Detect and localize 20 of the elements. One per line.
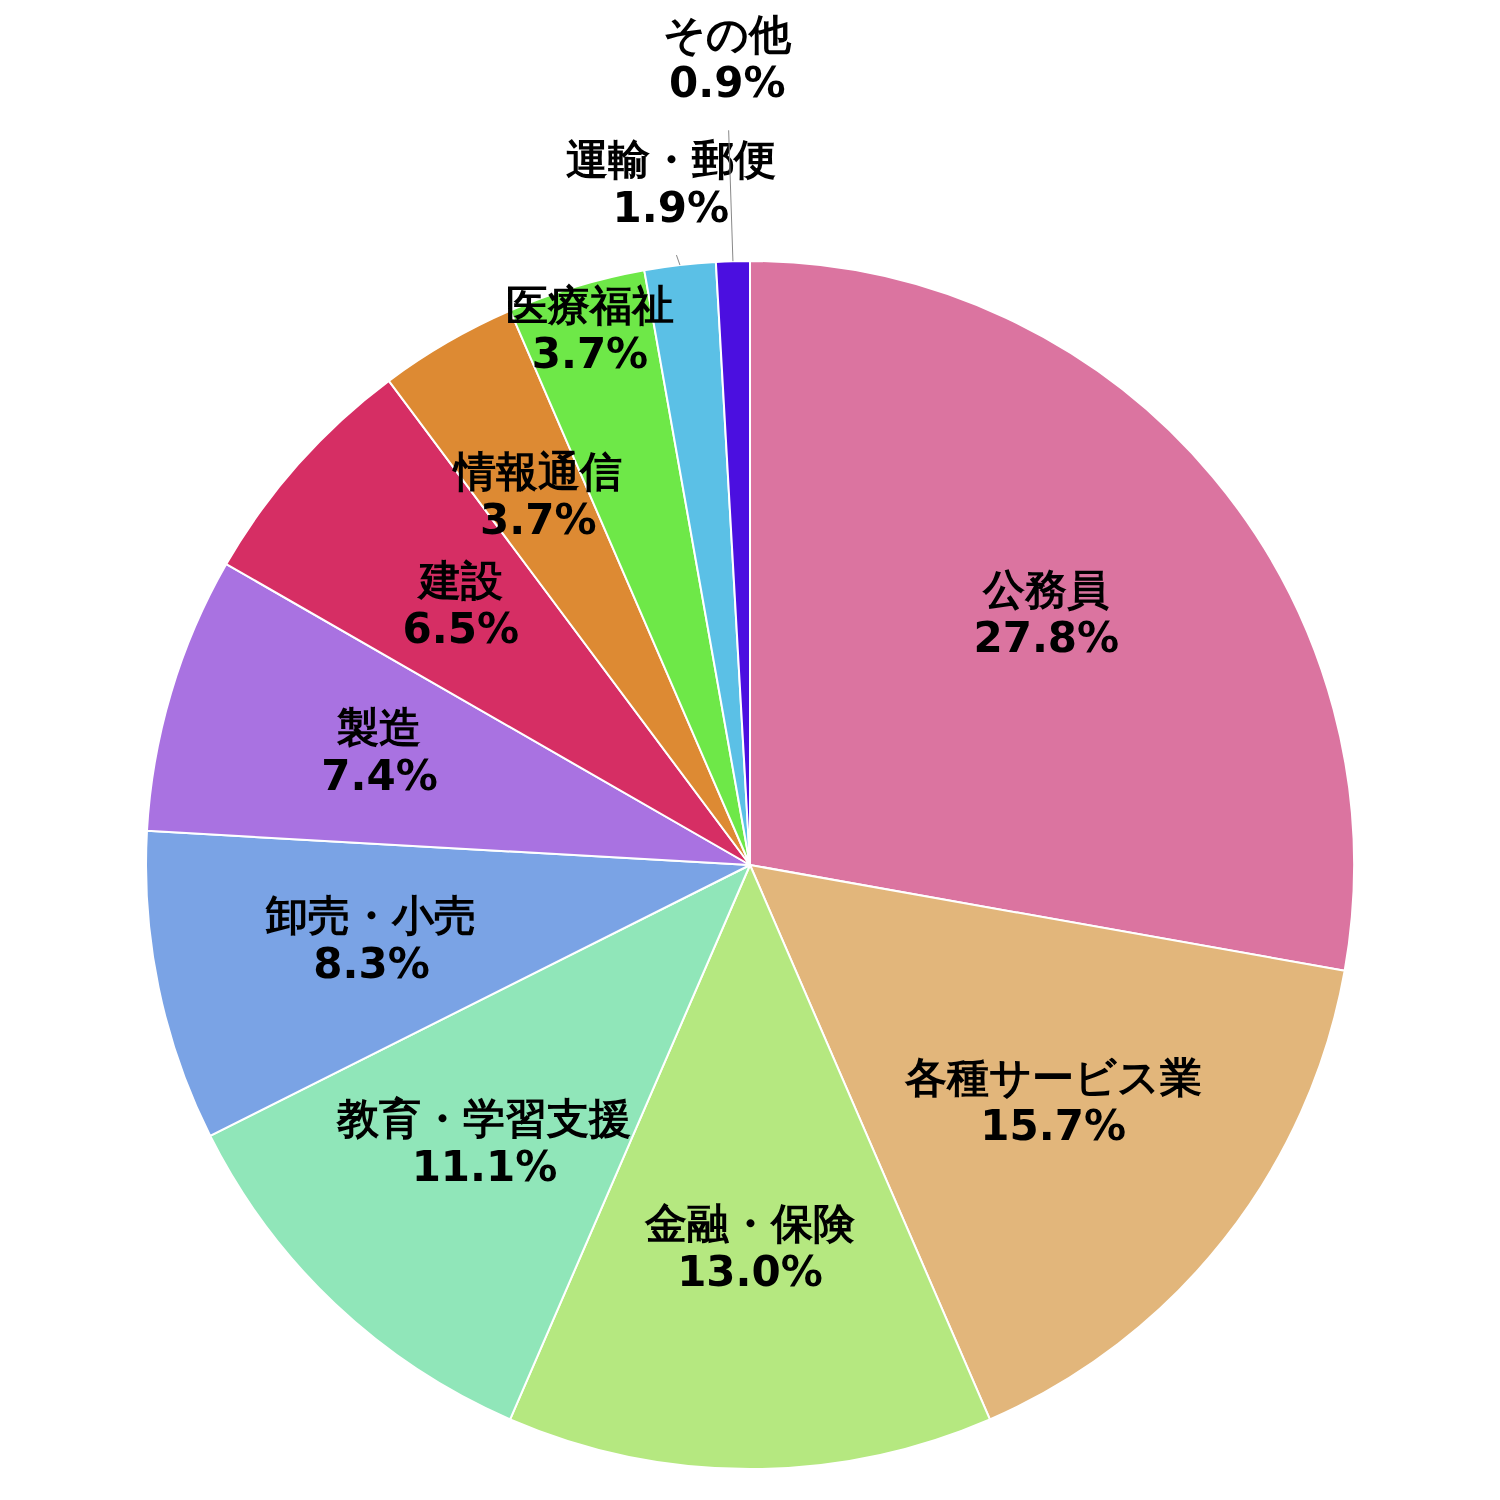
slice-label: 金融・保険 [644,1199,856,1249]
slice-label: 情報通信 [452,446,623,496]
data-label: 8.3% [313,939,430,989]
data-label: 6.5% [402,604,520,654]
slice-label: 運輸・郵便 [565,134,776,184]
slice-label: 建設 [415,556,503,606]
data-label: 0.9% [669,57,786,107]
slice-label: その他 [663,9,793,59]
slice-label: 製造 [336,702,422,752]
data-label: 3.7% [531,328,649,378]
data-label: 11.1% [411,1141,558,1191]
data-label: 13.0% [677,1247,823,1297]
slice-label: 卸売・小売 [265,891,477,941]
slice-label: 各種サービス業 [903,1052,1202,1102]
data-label: 1.9% [612,182,730,232]
slice-label: 公務員 [982,564,1110,614]
data-label: 27.8% [973,612,1120,662]
slice-label: 教育・学習支援 [336,1093,632,1143]
data-label: 7.4% [321,750,438,800]
data-label: 15.7% [980,1100,1127,1150]
